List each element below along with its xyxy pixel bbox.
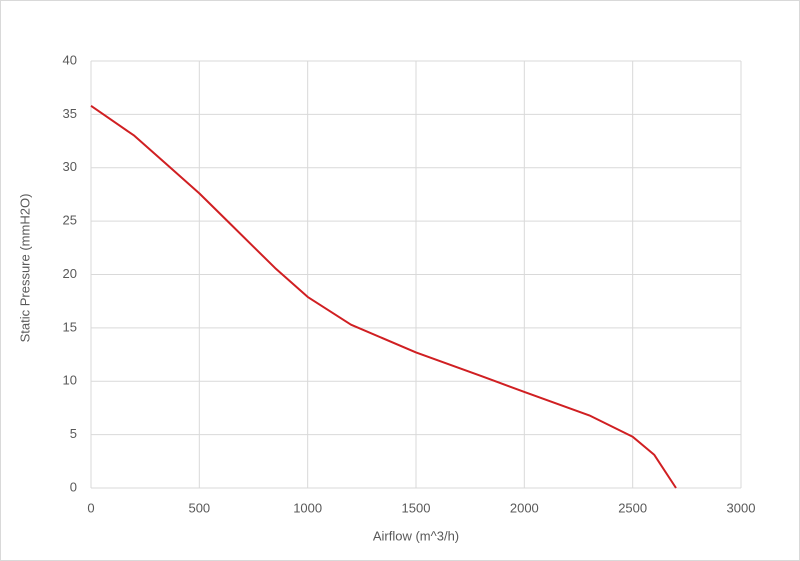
y-tick-label: 5 — [70, 426, 77, 441]
x-tick-label: 500 — [188, 500, 210, 515]
y-axis-label: Static Pressure (mmH2O) — [17, 194, 32, 343]
y-tick-label: 25 — [63, 213, 77, 228]
x-tick-label: 1000 — [293, 500, 322, 515]
y-tick-label: 10 — [63, 373, 77, 388]
y-tick-label: 15 — [63, 319, 77, 334]
y-tick-label: 0 — [70, 479, 77, 494]
x-tick-label: 2000 — [510, 500, 539, 515]
x-tick-label: 0 — [87, 500, 94, 515]
x-tick-label: 2500 — [618, 500, 647, 515]
x-tick-label: 1500 — [402, 500, 431, 515]
y-tick-label: 35 — [63, 106, 77, 121]
y-tick-label: 30 — [63, 159, 77, 174]
y-tick-label: 40 — [63, 52, 77, 67]
x-tick-label: 3000 — [727, 500, 756, 515]
y-tick-label: 20 — [63, 266, 77, 281]
x-axis-label: Airflow (m^3/h) — [373, 528, 459, 543]
data-line — [90, 105, 677, 489]
